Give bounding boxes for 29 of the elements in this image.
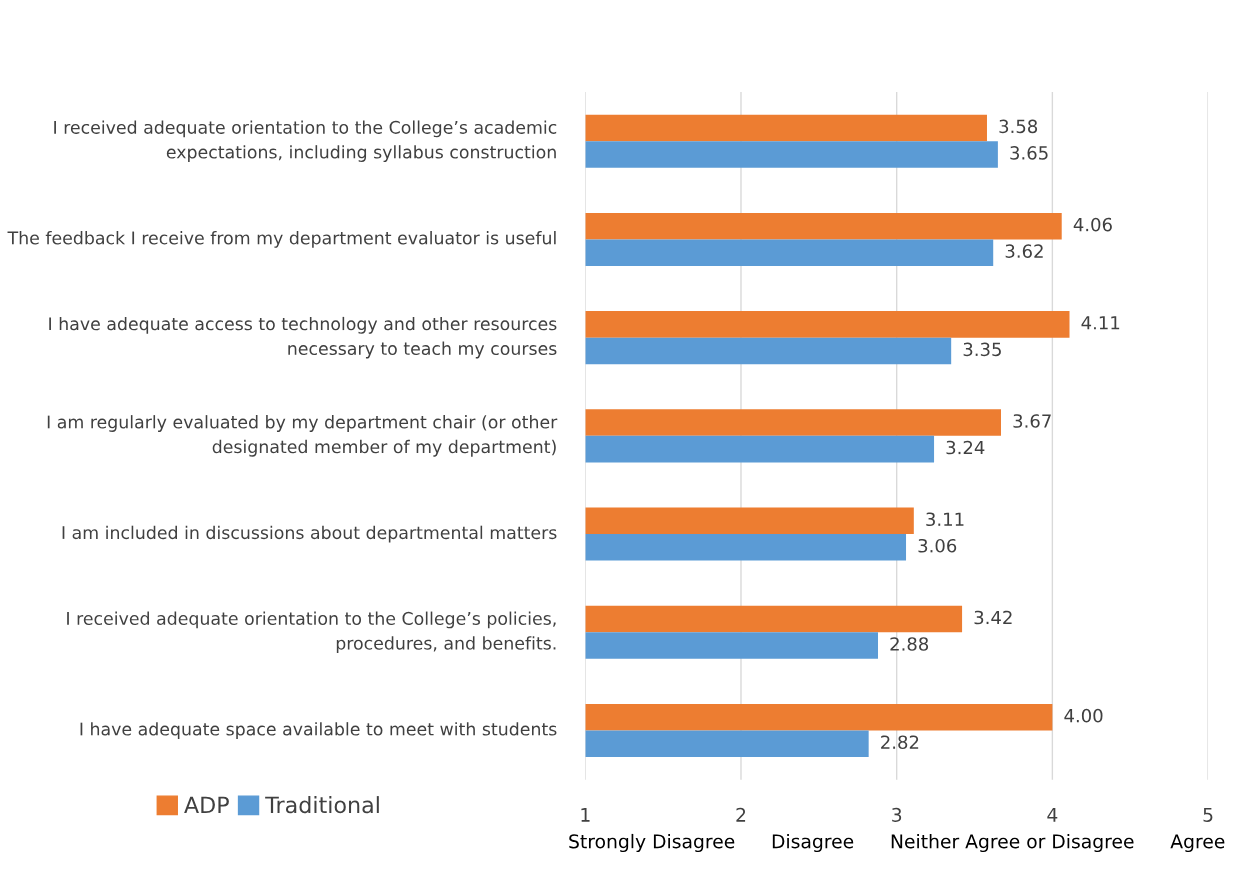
y-tick-label: I received adequate orientation to the College’s policies, procedures, and benefits.: [67, 611, 556, 654]
data-label: 3.35: [963, 342, 1001, 357]
x-axis-title: Strongly Disagree Disagree Neither Agree or Disagree Agree: [569, 833, 1225, 853]
data-label: 3.06: [918, 538, 957, 553]
x-tick-label: 1: [581, 808, 590, 822]
data-label: 3.11: [926, 512, 964, 527]
x-tick-label: 5: [1203, 808, 1213, 822]
x-tick-label: 3: [892, 807, 902, 822]
data-label: 3.62: [1005, 244, 1043, 258]
data-label: 2.88: [890, 637, 929, 651]
legend-label: ADP: [184, 796, 229, 813]
data-label: 2.82: [881, 735, 919, 750]
data-label: 4.11: [1081, 316, 1120, 330]
legend-label: Traditional: [265, 796, 379, 814]
x-tick-label: 4: [1047, 808, 1058, 822]
y-tick-label: I have adequate access to technology and other resources necessary to teach my courses: [49, 316, 557, 359]
data-label: 4.00: [1064, 708, 1103, 723]
data-label: 3.24: [946, 440, 985, 455]
y-tick-label: I am included in discussions about departmental matters: [62, 525, 557, 543]
y-tick-label: I am regularly evaluated by my department chair (or other designated member of my department): [47, 415, 558, 457]
data-label: 3.58: [999, 119, 1038, 134]
data-label: 3.67: [1013, 414, 1051, 428]
data-label: 3.65: [1010, 146, 1048, 160]
y-tick-label: The feedback I receive from my department evaluator is useful: [7, 231, 556, 248]
data-label: 4.06: [1073, 217, 1112, 232]
y-tick-label: I have adequate space available to meet with students: [80, 722, 557, 739]
y-tick-label: I received adequate orientation to the College’s academic expectations, including syllabus construction: [54, 120, 557, 162]
data-label: 3.42: [974, 610, 1012, 625]
x-tick-label: 2: [736, 807, 746, 822]
